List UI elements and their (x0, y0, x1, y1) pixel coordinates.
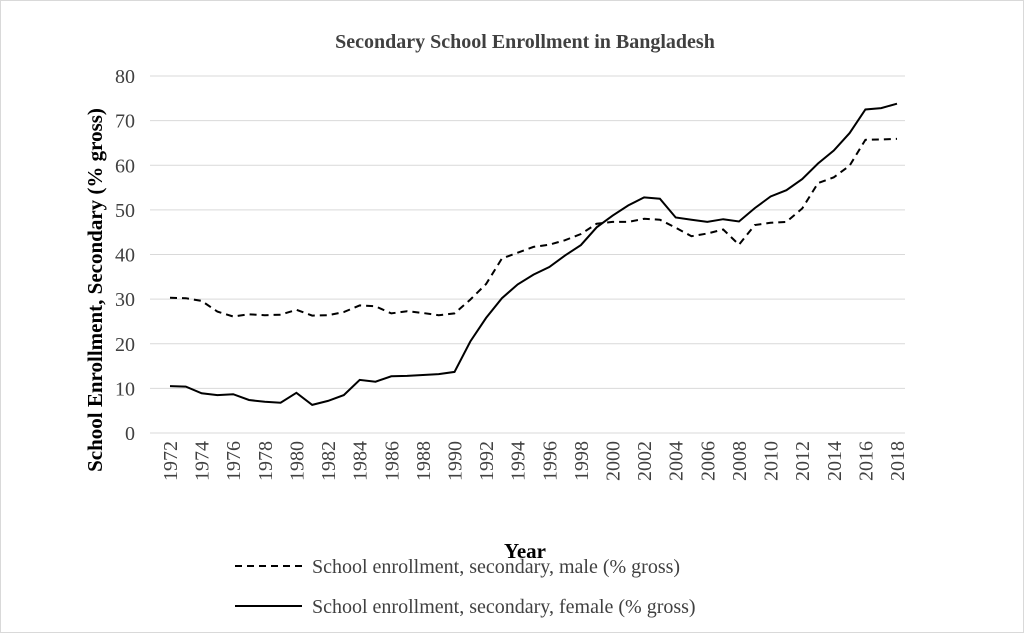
series-line (169, 102, 898, 406)
y-tick-label: 80 (115, 66, 135, 88)
y-tick-label: 10 (115, 378, 135, 400)
legend-label: School enrollment, secondary, male (% gr… (312, 556, 680, 578)
x-tick-label: 2016 (855, 441, 877, 481)
x-tick-label: 1972 (160, 441, 182, 481)
y-tick-label: 60 (115, 155, 135, 177)
x-tick-label: 2012 (792, 441, 814, 481)
x-tick-label: 1990 (444, 441, 466, 481)
x-tick-label: 1976 (223, 441, 245, 481)
x-tick-label: 1988 (413, 441, 435, 481)
x-tick-label: 1994 (508, 441, 530, 481)
x-axis-title: Year (504, 539, 546, 563)
x-tick-label: 1998 (571, 441, 593, 481)
x-tick-label: 1980 (286, 441, 308, 481)
x-tick-label: 2000 (603, 441, 625, 481)
x-tick-label: 1974 (192, 441, 214, 481)
x-tick-label: 1982 (318, 441, 340, 481)
y-tick-label: 70 (115, 111, 135, 133)
legend-label: School enrollment, secondary, female (% … (312, 596, 696, 618)
x-tick-label: 2018 (887, 441, 909, 481)
x-tick-label: 1986 (381, 441, 403, 481)
x-tick-label: 1992 (476, 441, 498, 481)
series-line (169, 137, 898, 318)
x-tick-label: 2014 (824, 441, 846, 481)
x-tick-label: 2002 (634, 441, 656, 481)
chart-title: Secondary School Enrollment in Banglades… (335, 31, 715, 53)
y-tick-label: 0 (125, 423, 135, 445)
x-tick-label: 2004 (666, 441, 688, 481)
x-tick-label: 1984 (350, 441, 372, 481)
y-tick-label: 50 (115, 200, 135, 222)
x-tick-label: 2006 (697, 441, 719, 481)
y-tick-label: 30 (115, 289, 135, 311)
y-tick-label: 20 (115, 334, 135, 356)
x-tick-label: 2008 (729, 441, 751, 481)
x-tick-label: 2010 (761, 441, 783, 481)
x-tick-label: 1978 (255, 441, 277, 481)
y-axis-title: School Enrollment, Secondary (% gross) (83, 108, 107, 472)
x-tick-label: 1996 (539, 441, 561, 481)
y-tick-label: 40 (115, 245, 135, 267)
